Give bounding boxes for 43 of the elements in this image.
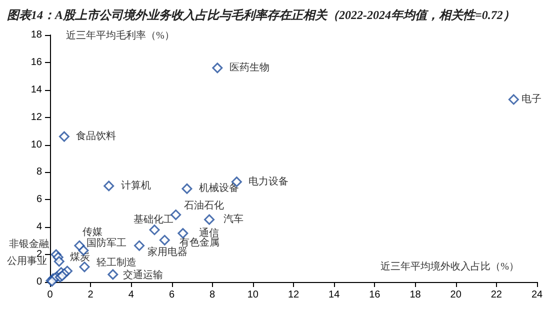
- chart-title: 图表14：A股上市公司境外业务收入占比与毛利率存在正相关（2022-2024年均值，相关性=0.72）: [7, 8, 515, 22]
- x-tick-label: 8: [210, 290, 216, 300]
- y-tick-label: 8: [36, 166, 42, 178]
- annotation: 电力设备: [248, 175, 289, 188]
- x-tick-label: 10: [247, 290, 259, 300]
- y-tick-label: 4: [36, 222, 42, 233]
- annotation: 公用事业: [7, 254, 48, 267]
- annotation: 食品饮料: [76, 130, 116, 142]
- x-tick-label: 0: [47, 290, 54, 300]
- x-tick-label: 2: [88, 290, 94, 300]
- x-axis-title: 近三年平均境外收入占比（%）: [380, 260, 520, 272]
- x-tick-label: 4: [128, 290, 134, 300]
- y-tick-label: 12: [30, 112, 42, 123]
- y-tick-label: 6: [36, 194, 42, 206]
- y-tick-label: 16: [30, 56, 42, 68]
- annotation: 国防军工: [86, 236, 126, 249]
- annotation: 基础化工: [134, 213, 174, 226]
- annotation: 电子: [522, 92, 542, 105]
- annotation: 通信: [198, 226, 219, 239]
- x-tick-label: 18: [410, 290, 422, 300]
- annotation: 交通运输: [122, 268, 163, 281]
- annotation: 计算机: [120, 179, 151, 192]
- annotation: 家用电器: [147, 246, 188, 258]
- x-tick-label: 24: [531, 290, 543, 300]
- annotation: 轻工制造: [96, 256, 136, 268]
- y-tick-label: 14: [30, 84, 42, 96]
- y-tick-label: 10: [30, 139, 42, 150]
- annotation: 石油石化: [184, 199, 224, 212]
- x-tick-label: 16: [369, 290, 381, 300]
- x-tick-label: 20: [450, 290, 462, 300]
- annotation: 煤炭: [70, 250, 90, 263]
- annotation: 传媒: [82, 227, 102, 238]
- x-tick-label: 14: [328, 290, 340, 300]
- annotation: 汽车: [223, 213, 244, 226]
- annotation: 医药生物: [229, 61, 270, 74]
- annotation: 机械设备: [198, 182, 239, 194]
- annotation: 非银金融: [9, 238, 50, 250]
- x-tick-label: 22: [490, 290, 502, 300]
- x-tick-label: 12: [288, 290, 300, 300]
- x-tick-label: 6: [168, 290, 175, 300]
- y-tick-label: 0: [36, 276, 42, 288]
- y-axis-title: 近三年平均毛利率（%）: [66, 30, 174, 42]
- y-tick-label: 18: [30, 30, 42, 40]
